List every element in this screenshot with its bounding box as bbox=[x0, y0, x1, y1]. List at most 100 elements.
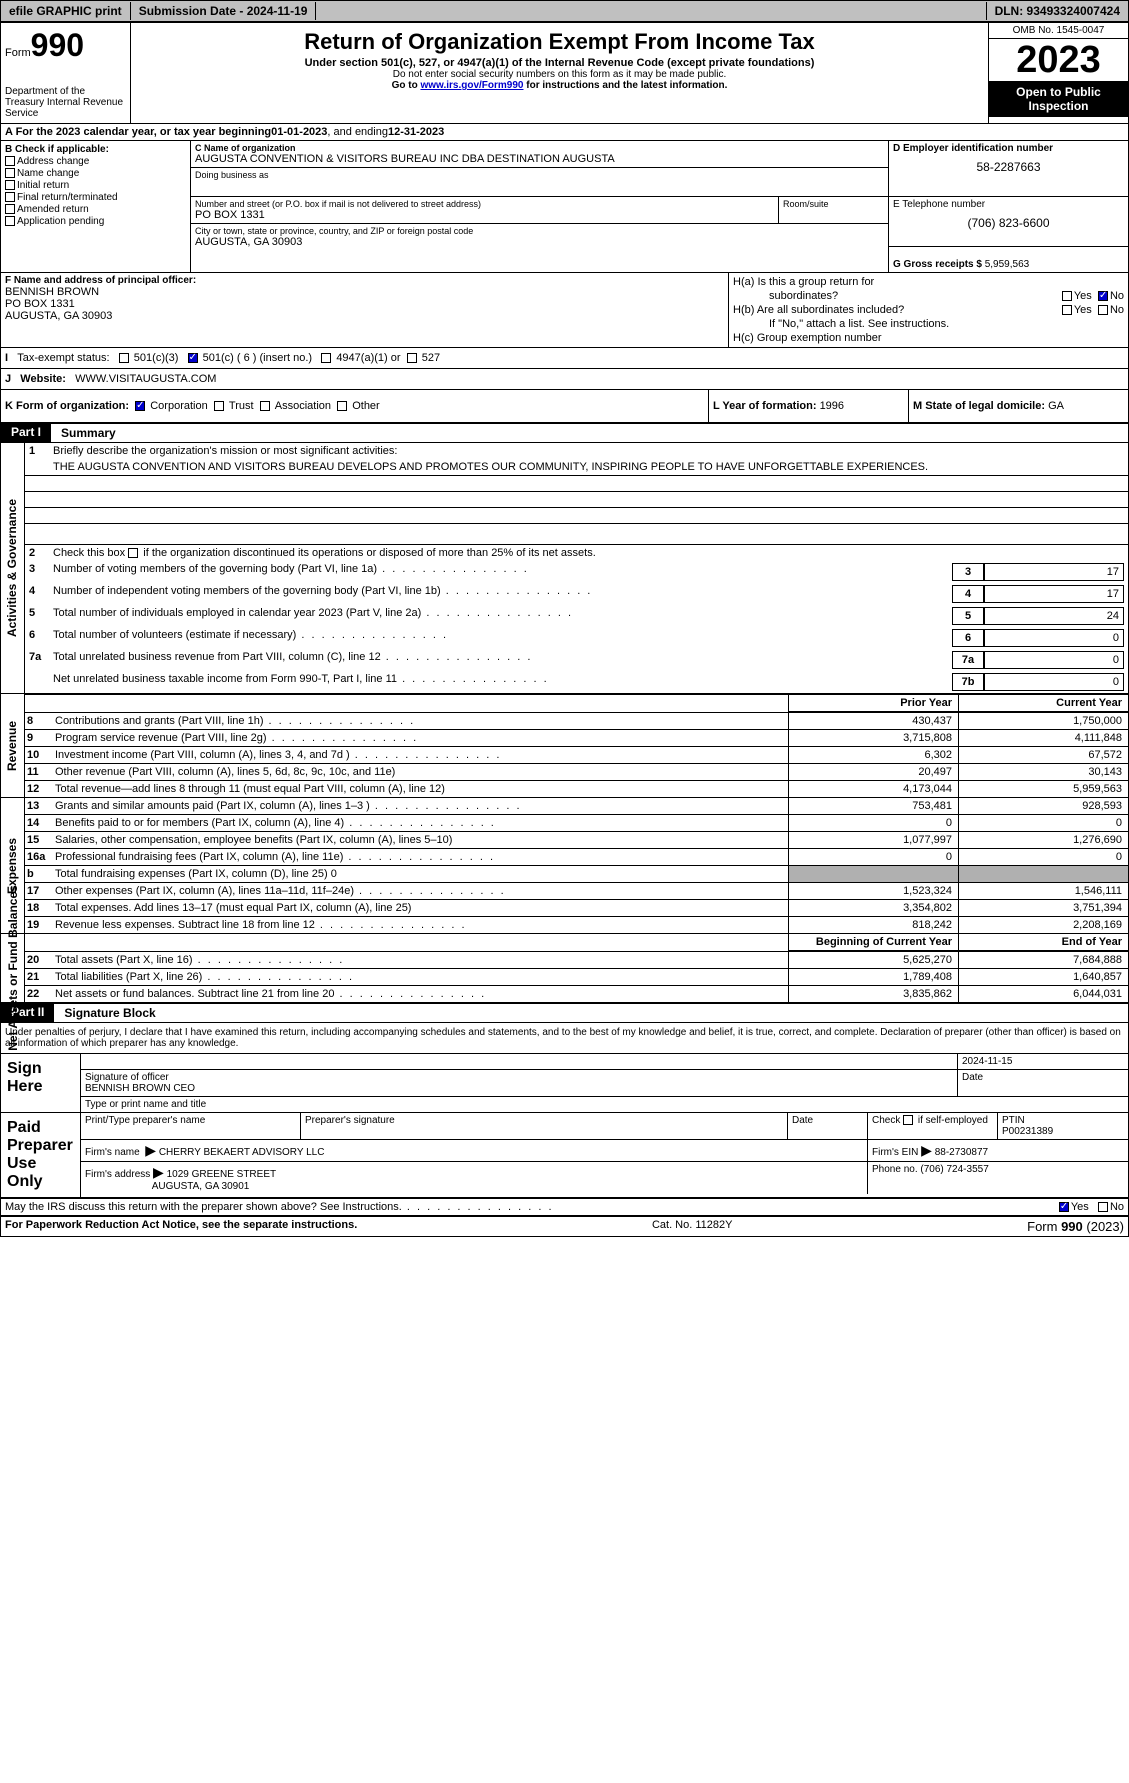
form-body: Form990 Department of the Treasury Inter… bbox=[0, 22, 1129, 1237]
check-app-pending[interactable] bbox=[5, 216, 15, 226]
r15c: 1,276,690 bbox=[958, 832, 1128, 848]
side-rev: Revenue bbox=[6, 720, 20, 770]
r12p: 4,173,044 bbox=[788, 781, 958, 797]
hb-yes[interactable] bbox=[1062, 305, 1072, 315]
year-formation: 1996 bbox=[820, 400, 844, 412]
r13c: 928,593 bbox=[958, 798, 1128, 814]
k-assoc[interactable] bbox=[260, 401, 270, 411]
side-ag: Activities & Governance bbox=[6, 499, 20, 637]
gross-receipts: 5,959,563 bbox=[985, 259, 1030, 270]
form-footer: Form 990 (2023) bbox=[1027, 1219, 1124, 1234]
omb-number: OMB No. 1545-0047 bbox=[989, 23, 1128, 39]
r17c: 1,546,111 bbox=[958, 883, 1128, 899]
tax-year: 2023 bbox=[989, 39, 1128, 81]
r21p: 1,789,408 bbox=[788, 969, 958, 985]
paid-preparer-label: Paid Preparer Use Only bbox=[1, 1113, 81, 1197]
officer-addr2: AUGUSTA, GA 30903 bbox=[5, 310, 724, 322]
discuss-yes[interactable] bbox=[1059, 1202, 1069, 1212]
ha-no[interactable] bbox=[1098, 291, 1108, 301]
row-a-tax-year: A For the 2023 calendar year, or tax yea… bbox=[1, 124, 1128, 141]
check-address-change[interactable] bbox=[5, 156, 15, 166]
form-label: Form990 bbox=[5, 27, 126, 64]
r21c: 1,640,857 bbox=[958, 969, 1128, 985]
k-other[interactable] bbox=[337, 401, 347, 411]
sign-here-label: Sign Here bbox=[1, 1054, 81, 1112]
part-ii-header: Part II Signature Block bbox=[1, 1003, 1128, 1023]
r9p: 3,715,808 bbox=[788, 730, 958, 746]
check-self-employed[interactable] bbox=[903, 1115, 913, 1125]
r18p: 3,354,802 bbox=[788, 900, 958, 916]
v3: 17 bbox=[984, 563, 1124, 581]
check-initial-return[interactable] bbox=[5, 180, 15, 190]
r16ac: 0 bbox=[958, 849, 1128, 865]
v6: 0 bbox=[984, 629, 1124, 647]
i-501c[interactable] bbox=[188, 353, 198, 363]
r19c: 2,208,169 bbox=[958, 917, 1128, 933]
r14c: 0 bbox=[958, 815, 1128, 831]
r14p: 0 bbox=[788, 815, 958, 831]
public-inspection: Open to Public Inspection bbox=[989, 81, 1128, 117]
r20p: 5,625,270 bbox=[788, 952, 958, 968]
officer-name: BENNISH BROWN bbox=[5, 286, 724, 298]
officer-addr1: PO BOX 1331 bbox=[5, 298, 724, 310]
r20c: 7,684,888 bbox=[958, 952, 1128, 968]
perjury-text: Under penalties of perjury, I declare th… bbox=[1, 1023, 1128, 1054]
mission-text: THE AUGUSTA CONVENTION AND VISITORS BURE… bbox=[53, 461, 928, 473]
check-discontinued[interactable] bbox=[128, 548, 138, 558]
r17p: 1,523,324 bbox=[788, 883, 958, 899]
i-527[interactable] bbox=[407, 353, 417, 363]
dln: DLN: 93493324007424 bbox=[986, 2, 1128, 20]
i-4947[interactable] bbox=[321, 353, 331, 363]
v7b: 0 bbox=[984, 673, 1124, 691]
check-name-change[interactable] bbox=[5, 168, 15, 178]
r10p: 6,302 bbox=[788, 747, 958, 763]
ha-yes[interactable] bbox=[1062, 291, 1072, 301]
r9c: 4,111,848 bbox=[958, 730, 1128, 746]
r8c: 1,750,000 bbox=[958, 713, 1128, 729]
discuss-no[interactable] bbox=[1098, 1202, 1108, 1212]
form-title: Return of Organization Exempt From Incom… bbox=[135, 29, 984, 55]
i-501c3[interactable] bbox=[119, 353, 129, 363]
ssn-warning: Do not enter social security numbers on … bbox=[135, 69, 984, 80]
efile-print-btn[interactable]: efile GRAPHIC print bbox=[1, 2, 131, 20]
officer-sig-name: BENNISH BROWN CEO bbox=[85, 1083, 195, 1094]
top-toolbar: efile GRAPHIC print Submission Date - 20… bbox=[0, 0, 1129, 22]
pra-notice: For Paperwork Reduction Act Notice, see … bbox=[5, 1219, 357, 1234]
firm-ein: 88-2730877 bbox=[935, 1147, 988, 1158]
r11c: 30,143 bbox=[958, 764, 1128, 780]
org-name: AUGUSTA CONVENTION & VISITORS BUREAU INC… bbox=[195, 153, 884, 165]
r15p: 1,077,997 bbox=[788, 832, 958, 848]
firm-name: CHERRY BEKAERT ADVISORY LLC bbox=[159, 1147, 325, 1158]
irs-link[interactable]: www.irs.gov/Form990 bbox=[420, 80, 523, 91]
r12c: 5,959,563 bbox=[958, 781, 1128, 797]
check-final-return[interactable] bbox=[5, 192, 15, 202]
r10c: 67,572 bbox=[958, 747, 1128, 763]
check-amended[interactable] bbox=[5, 204, 15, 214]
firm-addr2: AUGUSTA, GA 30901 bbox=[152, 1181, 250, 1192]
r18c: 3,751,394 bbox=[958, 900, 1128, 916]
ptin: P00231389 bbox=[1002, 1126, 1053, 1137]
street: PO BOX 1331 bbox=[195, 209, 774, 221]
phone: (706) 823-6600 bbox=[893, 210, 1124, 230]
k-corp[interactable] bbox=[135, 401, 145, 411]
submission-date: Submission Date - 2024-11-19 bbox=[131, 2, 317, 20]
v4: 17 bbox=[984, 585, 1124, 603]
firm-addr1: 1029 GREENE STREET bbox=[167, 1169, 276, 1180]
state-domicile: GA bbox=[1048, 400, 1064, 412]
r19p: 818,242 bbox=[788, 917, 958, 933]
r11p: 20,497 bbox=[788, 764, 958, 780]
k-trust[interactable] bbox=[214, 401, 224, 411]
ein: 58-2287663 bbox=[893, 154, 1124, 174]
v7a: 0 bbox=[984, 651, 1124, 669]
city-state-zip: AUGUSTA, GA 30903 bbox=[195, 236, 884, 248]
r22c: 6,044,031 bbox=[958, 986, 1128, 1002]
form-subtitle: Under section 501(c), 527, or 4947(a)(1)… bbox=[135, 57, 984, 69]
website: WWW.VISITAUGUSTA.COM bbox=[75, 373, 216, 385]
part-i-header: Part I Summary bbox=[1, 423, 1128, 443]
hb-no[interactable] bbox=[1098, 305, 1108, 315]
r13p: 753,481 bbox=[788, 798, 958, 814]
r8p: 430,437 bbox=[788, 713, 958, 729]
goto-link-line: Go to www.irs.gov/Form990 for instructio… bbox=[135, 80, 984, 91]
r16ap: 0 bbox=[788, 849, 958, 865]
v5: 24 bbox=[984, 607, 1124, 625]
